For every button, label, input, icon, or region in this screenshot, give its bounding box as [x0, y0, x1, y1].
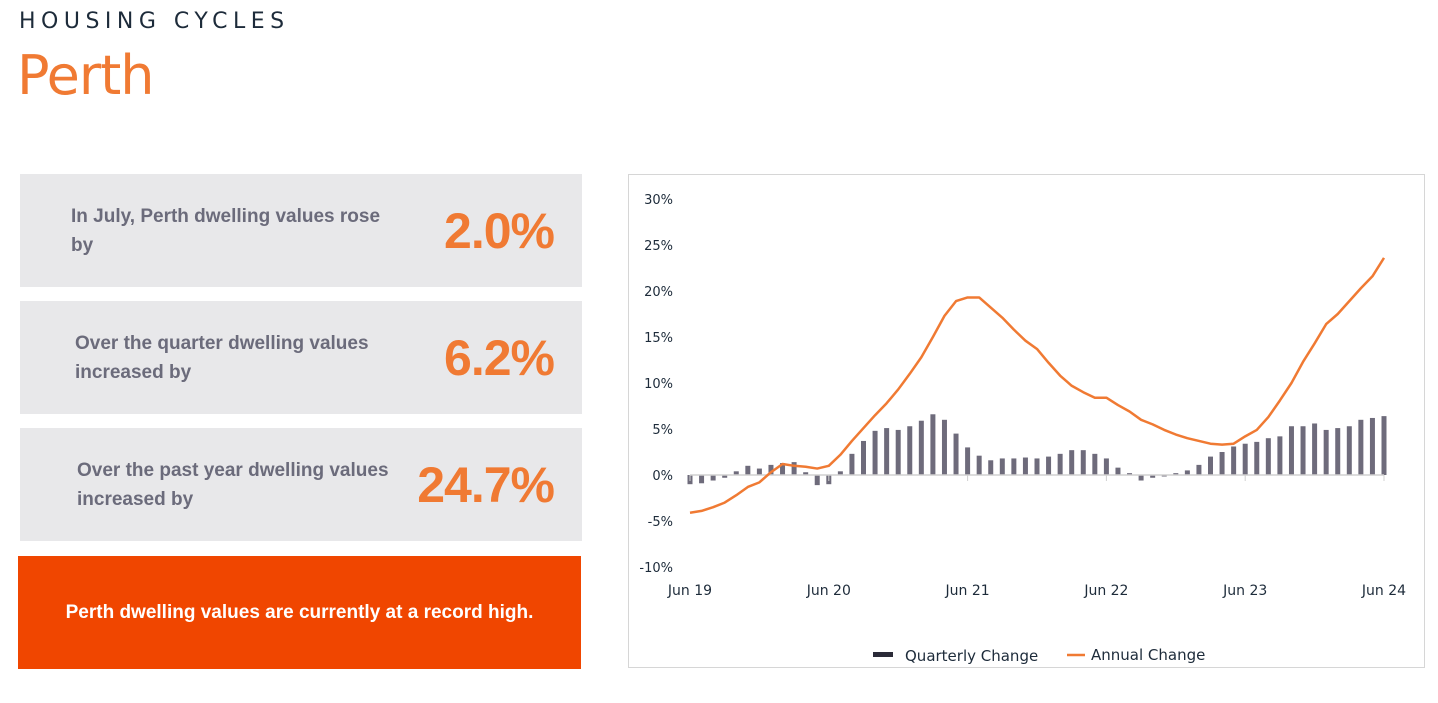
quarterly-bar [861, 440, 866, 475]
page-title: Perth [17, 44, 154, 107]
x-tick-label: Jun 23 [1222, 583, 1267, 599]
y-tick-label: 5% [652, 423, 673, 438]
quarterly-bar [1103, 458, 1109, 475]
stat-card-quarterly: Over the quarter dwelling values increas… [20, 301, 582, 414]
quarterly-bar [1184, 470, 1190, 475]
quarterly-bar [1173, 473, 1179, 475]
chart-svg: 30% 25% 20% 15% 10% 5% 0% -5% -10% Jun 19 Jun 20 Ju… [639, 193, 1406, 665]
x-tick-label: Jun 19 [667, 583, 712, 599]
stat-card-annual: Over the past year dwelling values incre… [20, 428, 582, 541]
quarterly-bar [930, 414, 936, 475]
quarterly-bar [1219, 452, 1225, 475]
quarterly-bar [849, 453, 855, 475]
quarterly-bar [1127, 473, 1133, 475]
quarterly-bar [1242, 443, 1248, 475]
quarterly-bar [907, 426, 913, 475]
quarterly-bar [1208, 456, 1213, 475]
x-tick-label: Jun 20 [806, 583, 851, 599]
stat-label: Over the past year dwelling values incre… [77, 459, 389, 510]
quarterly-bar [1312, 423, 1318, 475]
quarterly-bar [1138, 475, 1144, 481]
quarterly-bar [1323, 429, 1329, 475]
y-tick-label: -10% [639, 561, 673, 576]
quarterly-bar [780, 463, 786, 475]
quarterly-bar [1046, 456, 1052, 475]
y-tick-label: 0% [652, 469, 673, 484]
quarterly-bar [699, 475, 705, 484]
record-high-banner: Perth dwelling values are currently at a… [18, 556, 581, 669]
quarterly-bar [1115, 467, 1121, 475]
quarterly-bar [1254, 441, 1260, 475]
legend-swatch-quarterly [873, 652, 893, 657]
quarterly-bar [884, 428, 890, 475]
quarterly-bar [872, 430, 878, 475]
quarterly-bar [1358, 419, 1364, 475]
quarterly-bar [837, 471, 843, 475]
quarterly-bar [1080, 450, 1086, 475]
stat-value: 24.7% [417, 456, 555, 513]
quarterly-bar [1057, 453, 1063, 475]
quarterly-bar [745, 465, 751, 475]
y-tick-label: 25% [644, 239, 673, 254]
quarterly-bar [918, 420, 924, 475]
quarterly-bar [1381, 416, 1387, 475]
y-tick-label: 30% [644, 193, 673, 208]
quarterly-bar [1022, 457, 1028, 475]
quarterly-bar [1300, 426, 1306, 475]
quarterly-bar [791, 462, 797, 475]
quarterly-bar [976, 455, 982, 475]
quarterly-bar [803, 472, 809, 475]
quarterly-bar [1196, 464, 1202, 475]
x-tick-label: Jun 24 [1361, 583, 1406, 599]
quarterly-bar [1069, 450, 1075, 475]
quarterly-bar [1369, 417, 1375, 475]
x-tick-label: Jun 21 [945, 583, 990, 599]
quarterly-bar [1288, 426, 1294, 475]
stat-card-monthly: In July, Perth dwelling values rose by 2… [20, 174, 582, 287]
quarterly-bar [1265, 438, 1271, 475]
quarterly-bar [1150, 475, 1156, 478]
y-tick-label: 20% [644, 285, 673, 300]
legend-label-annual: Annual Change [1091, 646, 1205, 664]
stat-value: 6.2% [444, 329, 555, 386]
y-tick-label: -5% [648, 515, 673, 530]
y-tick-label: 15% [644, 331, 673, 346]
legend: Quarterly Change Annual Change [873, 646, 1205, 665]
section-kicker: HOUSING CYCLES [19, 9, 290, 34]
quarterly-bar [1277, 436, 1283, 475]
quarterly-bar [1346, 426, 1352, 475]
quarterly-bar [941, 419, 947, 475]
quarterly-bar [1092, 453, 1098, 475]
quarterly-bar [999, 458, 1005, 475]
housing-cycle-chart: 30% 25% 20% 15% 10% 5% 0% -5% -10% Jun 19 Jun 20 Ju… [628, 174, 1425, 668]
quarterly-bar [1231, 446, 1237, 475]
x-tick-label: Jun 22 [1083, 583, 1128, 599]
quarterly-bar [733, 471, 739, 475]
stat-label: In July, Perth dwelling values rose by [71, 205, 381, 256]
quarterly-bar [988, 460, 994, 475]
quarterly-bar [768, 464, 774, 475]
quarterly-bar [1034, 458, 1040, 475]
quarterly-bar [895, 429, 901, 475]
quarterly-bar [965, 447, 971, 475]
y-tick-label: 10% [644, 377, 673, 392]
stat-label: Over the quarter dwelling values increas… [75, 332, 369, 383]
annual-change-line [689, 257, 1386, 514]
quarterly-bar [953, 433, 959, 475]
quarterly-bar [710, 475, 716, 481]
quarterly-bar [814, 475, 820, 486]
stat-value: 2.0% [444, 202, 555, 259]
legend-label-quarterly: Quarterly Change [905, 647, 1038, 665]
quarterly-bar [1335, 428, 1341, 475]
quarterly-bar [722, 475, 728, 478]
quarterly-bar [756, 468, 762, 475]
quarterly-bar [1011, 458, 1017, 475]
